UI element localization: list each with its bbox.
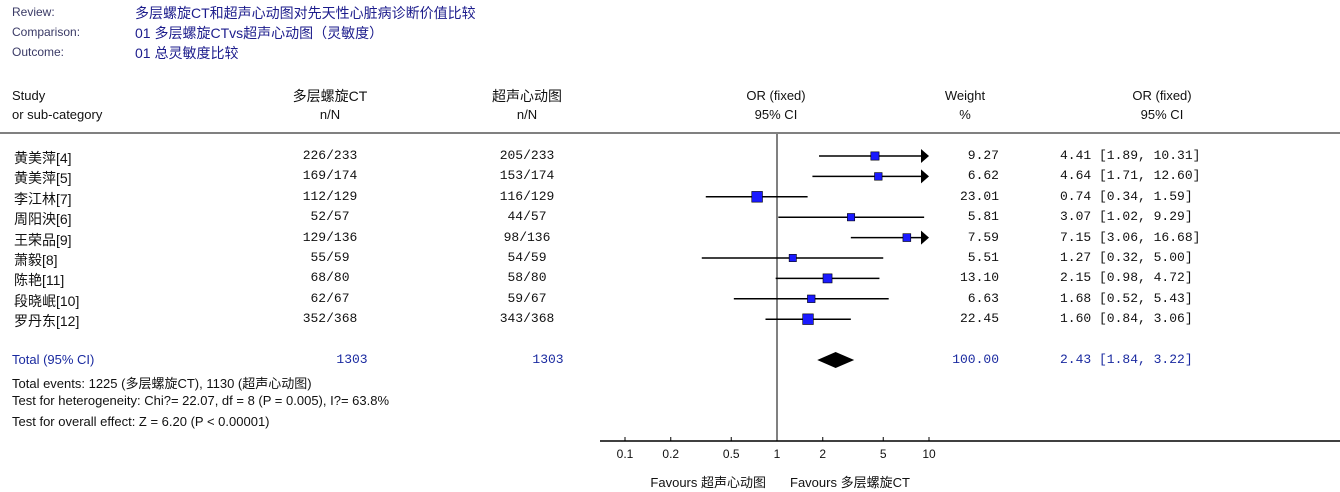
- review-label: Review:: [12, 5, 55, 19]
- study-weight: 22.45: [959, 311, 999, 327]
- ci-arrow: [921, 169, 929, 184]
- total-diamond: [817, 352, 855, 368]
- study-group2-events: 58/80: [507, 270, 547, 286]
- study-weight: 9.27: [967, 148, 999, 163]
- study-group2-events: 205/233: [499, 148, 555, 163]
- study-group2-events: 44/57: [507, 209, 547, 225]
- col-weight: Weight: [944, 88, 986, 103]
- study-weight: 5.81: [967, 209, 999, 225]
- footnote-heterogeneity: Test for heterogeneity: Chi?= 22.07, df …: [12, 393, 390, 408]
- study-group1-events: 169/174: [302, 168, 358, 184]
- study-group2-events: 54/59: [507, 250, 547, 265]
- x-tick-label: 10: [922, 447, 936, 461]
- study-group1-events: 55/59: [310, 250, 350, 265]
- study-group1-events: 52/57: [310, 209, 350, 225]
- col-group1-sub: n/N: [319, 107, 341, 122]
- study-point: [822, 273, 833, 284]
- study-or-ci: 2.15 [0.98, 4.72]: [1060, 270, 1193, 286]
- study-group2-events: 98/136: [503, 229, 551, 245]
- study-group1-events: 68/80: [310, 270, 350, 286]
- study-group1-events: 129/136: [302, 229, 358, 245]
- col-group1: 多层螺旋CT: [292, 88, 368, 104]
- study-or-ci: 1.68 [0.52, 5.43]: [1060, 290, 1193, 306]
- col-group2-sub: n/N: [516, 107, 538, 122]
- study-group2-events: 59/67: [507, 290, 547, 306]
- study-or-ci: 4.64 [1.71, 12.60]: [1060, 168, 1201, 184]
- study-point: [802, 313, 814, 325]
- study-name: 陈艳[11]: [14, 272, 65, 289]
- study-point: [902, 233, 912, 242]
- study-point: [874, 172, 883, 181]
- study-name: 周阳泱[6]: [14, 211, 72, 228]
- study-weight: 6.62: [967, 168, 999, 184]
- study-weight: 7.59: [967, 229, 999, 245]
- x-tick-label: 1: [773, 447, 781, 461]
- ci-arrow: [921, 230, 929, 245]
- study-weight: 5.51: [967, 250, 999, 265]
- study-name: 王荣品[9]: [14, 231, 72, 248]
- study-or-ci: 4.41 [1.89, 10.31]: [1060, 148, 1201, 163]
- footnote-overall-effect: Test for overall effect: Z = 6.20 (P < 0…: [12, 414, 270, 429]
- col-or-plot-sub: 95% CI: [754, 107, 798, 122]
- study-weight: 13.10: [959, 270, 999, 286]
- study-name: 萧毅[8]: [14, 252, 58, 268]
- study-name: 黄美萍[4]: [14, 150, 72, 166]
- study-point: [870, 151, 880, 161]
- study-or-ci: 1.60 [0.84, 3.06]: [1060, 311, 1193, 327]
- x-tick-label: 2: [819, 447, 827, 461]
- total-or: 2.43 [1.84, 3.22]: [1060, 352, 1193, 367]
- study-group2-events: 343/368: [499, 311, 555, 327]
- col-group2: 超声心动图: [492, 88, 562, 104]
- x-tick-label: 5: [879, 447, 887, 461]
- favours-left-label: Favours 超声心动图: [650, 475, 766, 490]
- study-group2-events: 116/129: [499, 188, 555, 204]
- outcome-title: 01 总灵敏度比较: [135, 45, 239, 61]
- total-group2: 1303: [532, 352, 564, 367]
- col-weight-sub: %: [959, 107, 971, 122]
- comparison-label: Comparison:: [12, 25, 81, 39]
- study-weight: 23.01: [959, 188, 999, 204]
- study-group2-events: 153/174: [499, 168, 555, 184]
- x-tick-label: 0.1: [616, 447, 634, 461]
- study-group1-events: 352/368: [302, 311, 358, 327]
- comparison-title: 01 多层螺旋CTvs超声心动图（灵敏度）: [135, 25, 384, 41]
- study-weight: 6.63: [967, 290, 999, 306]
- study-or-ci: 0.74 [0.34, 1.59]: [1060, 188, 1193, 204]
- study-point: [751, 191, 763, 203]
- x-tick-label: 0.2: [662, 447, 680, 461]
- study-group1-events: 62/67: [310, 290, 350, 306]
- col-study-sub: or sub-category: [12, 107, 103, 122]
- study-or-ci: 1.27 [0.32, 5.00]: [1060, 250, 1193, 265]
- study-name: 段晓岷[10]: [14, 292, 80, 309]
- x-tick-label: 0.5: [722, 447, 740, 461]
- col-or: OR (fixed): [1132, 88, 1192, 103]
- total-group1: 1303: [336, 352, 368, 367]
- study-name: 黄美萍[5]: [14, 170, 72, 187]
- total-label: Total (95% CI): [12, 352, 95, 367]
- ci-arrow: [921, 149, 929, 163]
- review-title: 多层螺旋CT和超声心动图对先天性心脏病诊断价值比较: [135, 5, 476, 21]
- study-point: [788, 254, 797, 262]
- study-point: [807, 294, 816, 303]
- favours-right-label: Favours 多层螺旋CT: [790, 475, 910, 490]
- study-group1-events: 226/233: [302, 148, 358, 163]
- study-name: 罗丹东[12]: [14, 313, 80, 330]
- study-group1-events: 112/129: [302, 188, 358, 204]
- study-name: 李江林[7]: [14, 190, 72, 207]
- total-weight: 100.00: [952, 352, 999, 367]
- study-or-ci: 3.07 [1.02, 9.29]: [1060, 209, 1193, 225]
- footnote-total-events: Total events: 1225 (多层螺旋CT), 1130 (超声心动图…: [12, 376, 312, 391]
- outcome-label: Outcome:: [12, 45, 65, 59]
- col-or-plot: OR (fixed): [746, 88, 806, 103]
- col-study: Study: [12, 88, 46, 103]
- col-or-sub: 95% CI: [1140, 107, 1184, 122]
- study-or-ci: 7.15 [3.06, 16.68]: [1060, 229, 1201, 245]
- study-point: [847, 213, 856, 222]
